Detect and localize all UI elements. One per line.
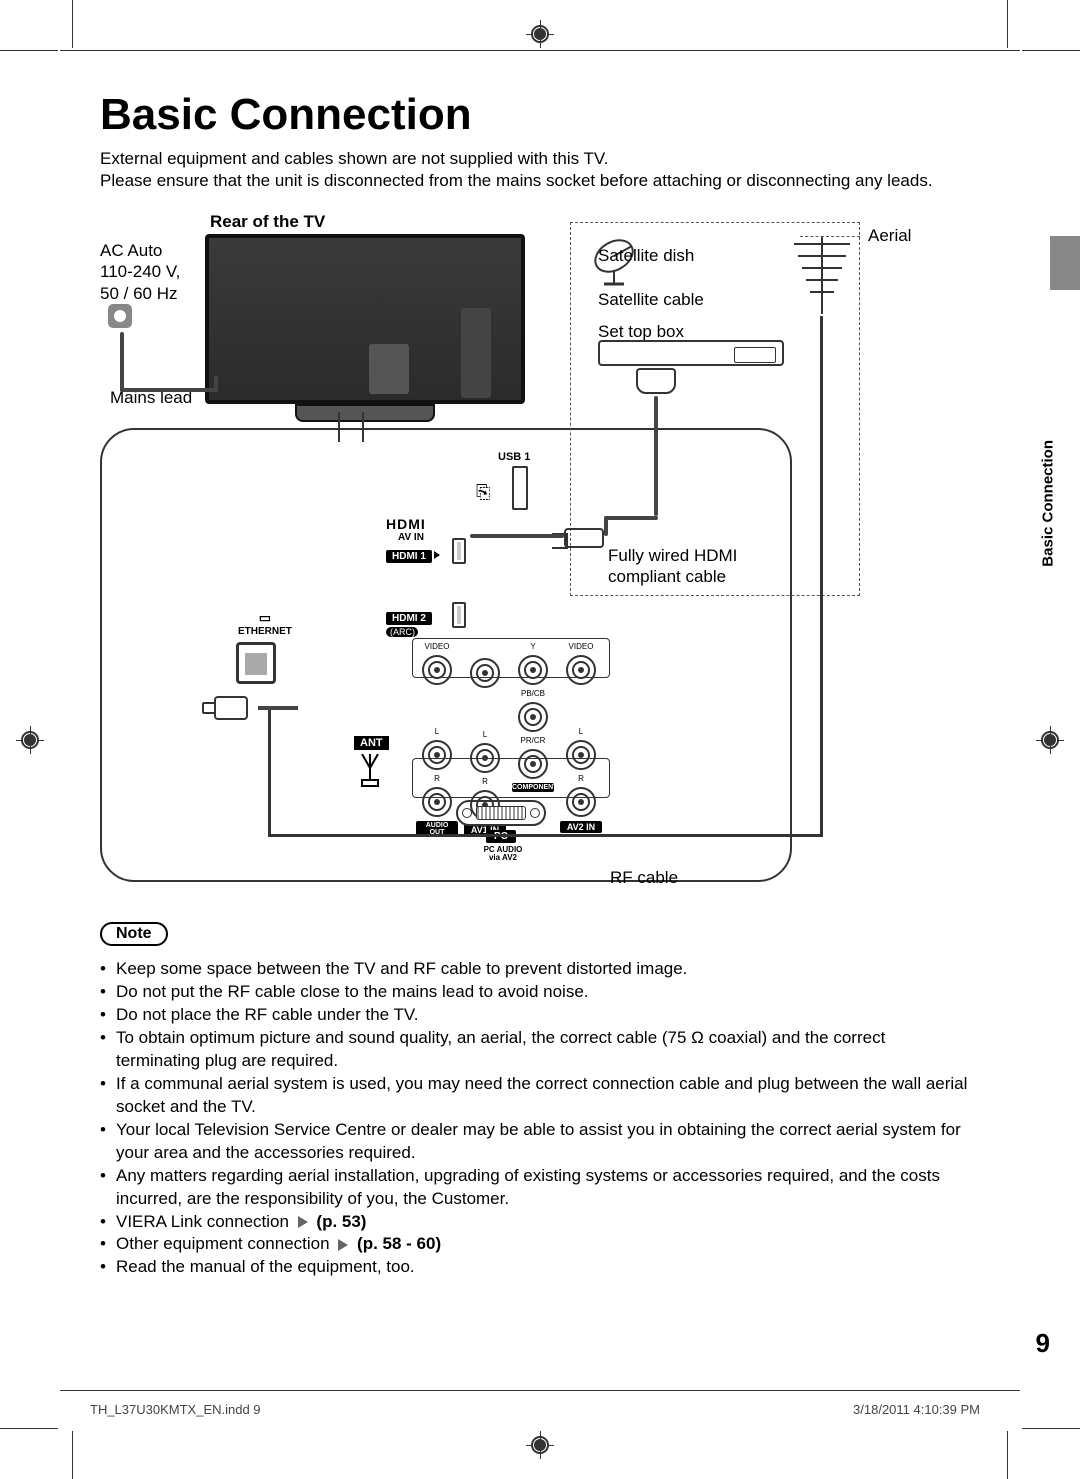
ant-label: ANT [354,736,389,750]
tv-rear-view [205,234,525,404]
page-title: Basic Connection [100,90,970,140]
rear-label: Rear of the TV [210,212,325,232]
note-item: Do not place the RF cable under the TV. [100,1004,970,1027]
page-number: 9 [1036,1328,1050,1359]
rf-cable-label: RF cable [610,868,678,888]
side-tab-label: Basic Connection [1040,440,1057,567]
hdmi1-port [452,538,466,564]
footer: TH_L37U30KMTX_EN.indd 9 3/18/2011 4:10:3… [90,1402,980,1417]
intro-1: External equipment and cables shown are … [100,148,970,170]
note-item: Read the manual of the equipment, too. [100,1256,970,1279]
footer-timestamp: 3/18/2011 4:10:39 PM [853,1402,980,1417]
hdmi-logo: HDMI [386,516,426,532]
usb1-port [512,466,528,510]
satellite-dish-label: Satellite dish [598,246,694,266]
intro-2: Please ensure that the unit is disconnec… [100,170,970,192]
notes-list: Keep some space between the TV and RF ca… [100,958,970,1279]
note-item: Other equipment connection (p. 58 - 60) [100,1233,970,1256]
note-heading: Note [100,922,168,946]
satellite-cable-label: Satellite cable [598,290,704,310]
note-item: Keep some space between the TV and RF ca… [100,958,970,981]
antenna-port-icon [358,754,382,788]
usb1-label: USB 1 [498,451,530,463]
note-item: Your local Television Service Centre or … [100,1119,970,1165]
set-top-box-icon [598,340,784,366]
ac-power-spec: AC Auto 110-240 V, 50 / 60 Hz [100,240,180,304]
av-in-label: AV IN [398,532,424,543]
hdmi-plug-top [636,368,676,394]
aerial-icon [788,226,856,316]
hdmi-plug-side [564,528,604,548]
pc-audio-label: PC AUDIOvia AV2 [478,846,528,862]
note-item: If a communal aerial system is used, you… [100,1073,970,1119]
usb-icon: ⎘ [476,482,490,503]
hdmi-cable-label: Fully wired HDMI compliant cable [608,546,768,587]
note-item: Do not put the RF cable close to the mai… [100,981,970,1004]
hdmi2-label: HDMI 2 (ARC) [386,608,432,637]
side-gray-tab [1050,236,1080,290]
note-item: To obtain optimum picture and sound qual… [100,1027,970,1073]
connection-diagram: Rear of the TV AC Auto 110-240 V, 50 / 6… [100,212,970,902]
vga-port [456,800,546,826]
aerial-label: Aerial [868,226,911,246]
note-item: VIERA Link connection (p. 53) [100,1211,970,1234]
footer-file: TH_L37U30KMTX_EN.indd 9 [90,1402,261,1417]
set-top-box-label: Set top box [598,322,684,342]
hdmi1-label: HDMI 1 [386,546,440,564]
hdmi2-port [452,602,466,628]
note-item: Any matters regarding aerial installatio… [100,1165,970,1211]
mains-socket-icon [108,304,132,328]
rf-cable-plug [202,692,248,724]
tv-stand [295,404,435,422]
ethernet-port [236,642,276,684]
ethernet-label: ▭ ETHERNET [238,610,292,637]
